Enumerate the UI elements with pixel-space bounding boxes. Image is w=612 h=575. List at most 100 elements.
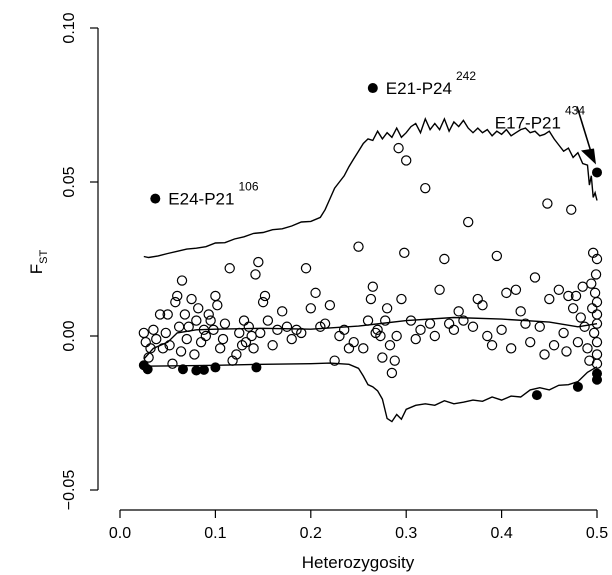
open-point (389, 355, 400, 366)
open-point (401, 155, 412, 166)
open-point (353, 241, 364, 252)
outlier-point (592, 368, 602, 379)
open-point (415, 324, 426, 336)
open-point (191, 315, 202, 326)
open-point (567, 303, 579, 314)
open-point (572, 336, 584, 348)
open-point (405, 315, 417, 326)
open-point (259, 290, 271, 302)
open-point (384, 340, 396, 351)
open-point (300, 263, 312, 274)
open-point (238, 315, 250, 326)
open-point (162, 309, 173, 320)
open-point (176, 275, 188, 286)
open-point (186, 293, 197, 305)
open-point (587, 303, 598, 314)
annotation-arrowhead (581, 148, 596, 165)
open-point (203, 309, 214, 320)
open-point (434, 284, 445, 295)
open-point (561, 346, 572, 357)
open-point (267, 340, 278, 351)
open-point (181, 333, 192, 345)
open-point (482, 330, 493, 342)
open-point (272, 324, 283, 336)
open-point (138, 327, 150, 339)
open-point (243, 321, 254, 332)
open-point (189, 349, 200, 360)
open-point (195, 336, 207, 348)
open-point (529, 272, 541, 283)
open-point (443, 318, 455, 329)
open-point (463, 216, 474, 228)
y-tick-label: −0.05 (61, 470, 78, 511)
open-point (505, 343, 517, 354)
open-point (467, 321, 479, 332)
open-point (286, 333, 297, 345)
outlier-point (142, 364, 153, 375)
open-point (234, 327, 245, 339)
open-point (193, 303, 204, 314)
open-point (570, 290, 582, 302)
open-point (515, 306, 526, 317)
open-point (151, 333, 162, 345)
open-point (358, 343, 369, 354)
labeled-outlier-point (150, 193, 161, 204)
outlier-point (531, 390, 542, 401)
y-axis-label-subscript: ST (38, 249, 50, 263)
open-point (520, 318, 531, 329)
open-point (491, 250, 503, 262)
y-ticks: −0.05 0.00 0.05 0.10 (61, 12, 98, 510)
open-point (380, 315, 391, 326)
outlier-point (191, 365, 202, 376)
y-tick-label: 0.10 (61, 12, 78, 43)
open-point (248, 343, 259, 354)
open-point (329, 355, 340, 366)
labeled-outlier-point (367, 83, 378, 94)
open-point (486, 340, 498, 351)
open-point (588, 327, 600, 339)
open-point (262, 315, 274, 326)
open-point (439, 253, 450, 265)
open-point (172, 290, 183, 302)
open-point (219, 318, 231, 329)
open-point (240, 336, 252, 348)
open-point (305, 303, 316, 314)
open-point (170, 296, 181, 308)
open-point (591, 358, 603, 369)
y-axis-label-main: F (27, 264, 46, 274)
outlier-point (210, 362, 221, 373)
open-point (253, 256, 264, 268)
upper-envelope-line (143, 117, 598, 259)
point-label: E17-P21434 (495, 103, 586, 132)
lower-envelope-line (143, 362, 598, 423)
open-point (246, 330, 257, 342)
open-point (334, 330, 345, 342)
open-point (563, 290, 574, 302)
open-point (365, 293, 377, 305)
open-point (575, 312, 586, 323)
open-point (250, 269, 261, 280)
open-point (566, 204, 577, 215)
open-point (420, 182, 431, 194)
open-point (448, 324, 460, 336)
point-annotations: E24-P21106 E21-P24242 E17-P21434 (150, 69, 602, 209)
open-point (255, 327, 266, 339)
svg-text:FST: FST (27, 249, 50, 274)
open-point (381, 303, 393, 314)
open-point (386, 367, 398, 379)
open-point (200, 330, 212, 342)
data-points (138, 142, 603, 401)
open-point (231, 349, 242, 360)
open-point (558, 327, 569, 339)
open-point (590, 269, 602, 280)
open-point (424, 318, 436, 329)
open-point (154, 309, 166, 320)
confidence-envelopes (143, 117, 598, 423)
open-point (396, 293, 407, 305)
open-point (591, 296, 603, 308)
open-point (591, 309, 603, 320)
open-point (236, 340, 248, 351)
open-point (140, 336, 151, 348)
open-point (410, 333, 421, 345)
open-point (145, 343, 156, 354)
